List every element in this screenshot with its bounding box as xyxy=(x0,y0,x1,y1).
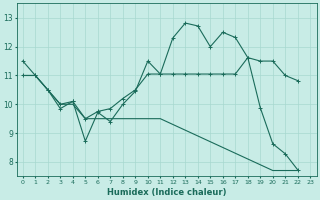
X-axis label: Humidex (Indice chaleur): Humidex (Indice chaleur) xyxy=(107,188,226,197)
